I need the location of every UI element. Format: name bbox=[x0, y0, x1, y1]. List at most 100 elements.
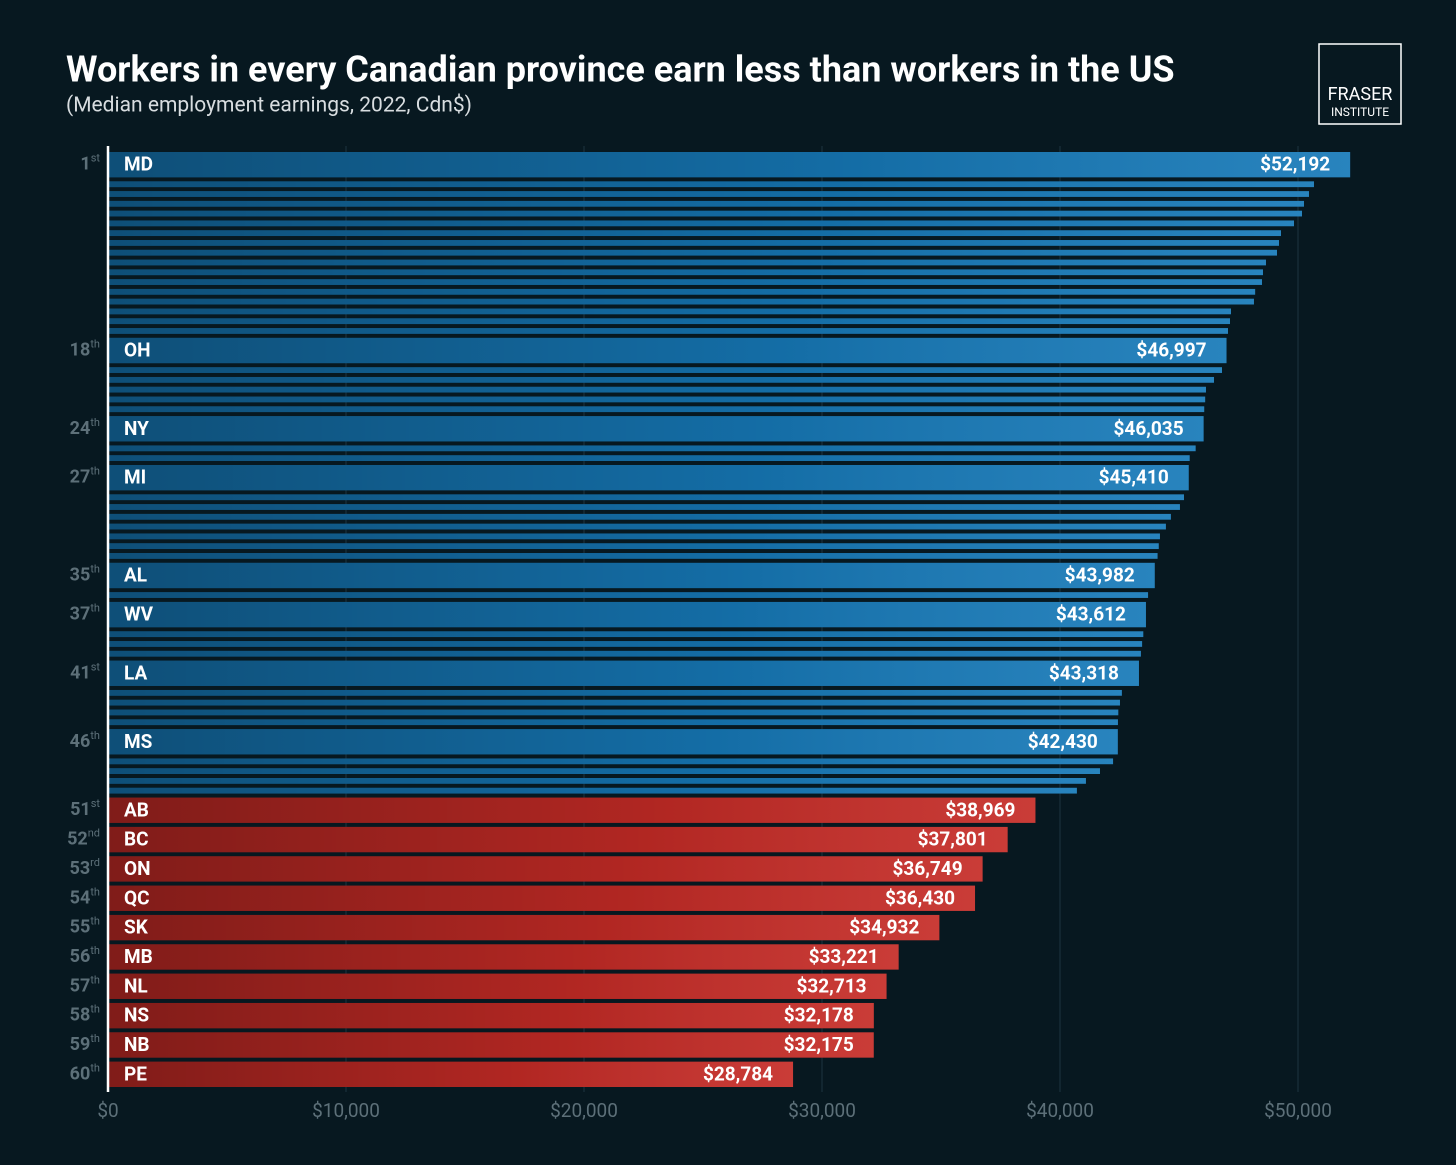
rank-label: 51st bbox=[70, 797, 100, 820]
bar-shade bbox=[108, 1002, 874, 1029]
bar-shade bbox=[108, 396, 1206, 403]
category-label: MS bbox=[124, 730, 153, 753]
rank-label: 55th bbox=[70, 915, 100, 938]
category-label: PE bbox=[124, 1062, 147, 1085]
logo-box bbox=[1318, 43, 1402, 125]
bar-shade bbox=[108, 592, 1149, 598]
value-label: $46,035 bbox=[1114, 417, 1184, 440]
bar-shade bbox=[108, 337, 1227, 364]
category-label: LA bbox=[124, 661, 147, 684]
bar-shade bbox=[108, 269, 1263, 276]
chart-title: Workers in every Canadian province earn … bbox=[66, 49, 1175, 91]
rank-label: 58th bbox=[70, 1003, 100, 1026]
bar-shade bbox=[108, 914, 940, 941]
bar-shade bbox=[108, 523, 1166, 530]
bar-shade bbox=[108, 240, 1280, 246]
category-label: MD bbox=[124, 153, 153, 176]
bar-shade bbox=[108, 1061, 794, 1087]
value-label: $43,612 bbox=[1056, 603, 1126, 626]
bar-shade bbox=[108, 288, 1256, 295]
category-label: OH bbox=[124, 339, 151, 362]
value-label: $43,982 bbox=[1065, 564, 1135, 587]
bar-shade bbox=[108, 826, 1008, 853]
x-tick-label: $30,000 bbox=[788, 1099, 856, 1122]
bar-shade bbox=[108, 719, 1118, 726]
chart-subtitle: (Median employment earnings, 2022, Cdn$) bbox=[66, 94, 472, 118]
bar-shade bbox=[108, 709, 1119, 716]
value-label: $36,430 bbox=[885, 886, 955, 909]
category-label: MI bbox=[124, 466, 146, 489]
bar-shade bbox=[108, 367, 1223, 373]
bar-shade bbox=[108, 279, 1262, 285]
bar-shade bbox=[108, 220, 1295, 227]
bar-shade bbox=[108, 778, 1086, 784]
value-label: $37,801 bbox=[918, 828, 988, 851]
bar-shade bbox=[108, 504, 1180, 510]
bar-shade bbox=[108, 533, 1160, 540]
bar-shade bbox=[108, 494, 1184, 501]
rank-label: 54th bbox=[70, 885, 100, 908]
bar-shade bbox=[108, 797, 1036, 823]
bar-shade bbox=[108, 650, 1141, 657]
rank-label: 56th bbox=[70, 944, 100, 967]
category-label: WV bbox=[124, 603, 154, 626]
value-label: $34,932 bbox=[849, 916, 919, 939]
bar-shade bbox=[108, 660, 1139, 686]
logo-text: FRASER bbox=[1328, 84, 1393, 105]
x-tick-label: $0 bbox=[97, 1099, 118, 1122]
bar-shade bbox=[108, 689, 1122, 696]
category-label: NY bbox=[124, 417, 149, 440]
value-label: $38,969 bbox=[945, 798, 1015, 821]
rank-label: 59th bbox=[70, 1032, 100, 1055]
bar-shade bbox=[108, 973, 887, 999]
bar-shade bbox=[108, 210, 1302, 217]
category-label: BC bbox=[124, 828, 149, 851]
rank-label: 46th bbox=[70, 729, 100, 752]
bar-shade bbox=[108, 406, 1205, 413]
value-label: $46,997 bbox=[1136, 339, 1206, 362]
value-label: $32,713 bbox=[796, 974, 866, 997]
bar-shade bbox=[108, 416, 1204, 442]
logo-text: INSTITUTE bbox=[1331, 105, 1389, 119]
bar-shade bbox=[108, 181, 1314, 188]
value-label: $32,178 bbox=[784, 1004, 854, 1027]
x-tick-label: $20,000 bbox=[550, 1099, 618, 1122]
bar-shade bbox=[108, 259, 1266, 266]
bar-shade bbox=[108, 445, 1196, 452]
rank-label: 24th bbox=[70, 416, 100, 439]
rank-label: 37th bbox=[70, 602, 100, 625]
rank-label: 1st bbox=[80, 152, 100, 175]
x-tick-label: $40,000 bbox=[1026, 1099, 1094, 1122]
value-label: $43,318 bbox=[1049, 661, 1119, 684]
bar-shade bbox=[108, 308, 1232, 315]
x-tick-label: $50,000 bbox=[1264, 1099, 1332, 1122]
category-label: AB bbox=[124, 798, 149, 821]
bar-shade bbox=[108, 758, 1114, 765]
bar-shade bbox=[108, 200, 1304, 207]
bar-shade bbox=[108, 191, 1309, 197]
bar-shade bbox=[108, 230, 1282, 237]
rank-label: 18th bbox=[70, 337, 100, 360]
bar-shade bbox=[108, 768, 1100, 774]
bar-shade bbox=[108, 641, 1143, 647]
category-label: AL bbox=[124, 564, 147, 587]
rank-label: 41st bbox=[70, 660, 100, 683]
category-label: NS bbox=[124, 1004, 149, 1027]
bar-shade bbox=[108, 543, 1159, 550]
value-label: $42,430 bbox=[1028, 730, 1098, 753]
bar-shade bbox=[108, 631, 1144, 638]
bar-shade bbox=[108, 553, 1158, 559]
value-label: $32,175 bbox=[784, 1033, 854, 1056]
bar-shade bbox=[108, 318, 1231, 325]
bar-shade bbox=[108, 1032, 874, 1058]
rank-label: 57th bbox=[70, 973, 100, 996]
bar-shade bbox=[108, 386, 1206, 393]
value-label: $45,410 bbox=[1099, 466, 1169, 489]
rank-label: 52nd bbox=[67, 826, 100, 849]
x-tick-label: $10,000 bbox=[312, 1099, 380, 1122]
category-label: NB bbox=[124, 1033, 150, 1056]
value-label: $36,749 bbox=[893, 857, 963, 880]
rank-label: 27th bbox=[70, 465, 100, 488]
bar-shade bbox=[108, 465, 1189, 491]
